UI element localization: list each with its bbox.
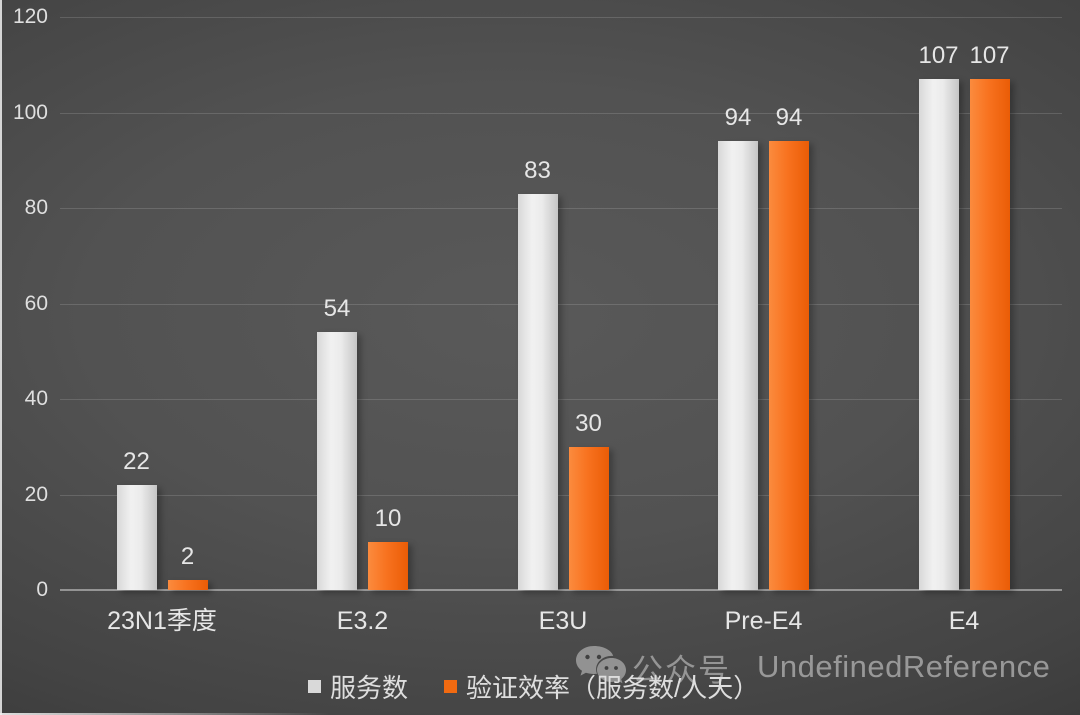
data-label-E3.2-series1: 10 <box>374 505 402 533</box>
legend-label-efficiency: 验证效率（服务数/人天） <box>466 673 760 703</box>
gridline-y-100 <box>60 112 1062 114</box>
legend-item-services: 服务数 <box>308 668 408 705</box>
gridline-y-120 <box>60 17 1062 18</box>
watermark: 公众号 UndefinedReference <box>574 644 1050 690</box>
data-label-Pre-E4-series0: 94 <box>724 104 752 132</box>
x-axis-label-23N1季度: 23N1季度 <box>107 607 217 635</box>
legend-swatch-orange <box>444 680 458 693</box>
data-label-E3U-series1: 30 <box>575 409 602 437</box>
bar-E3U-series1 <box>568 446 609 590</box>
y-axis-tick-60: 60 <box>24 291 48 315</box>
data-label-E3.2-series0: 54 <box>323 295 351 323</box>
gridline-y-40 <box>60 399 1062 400</box>
y-axis-tick-120: 120 <box>12 5 48 28</box>
legend-item-efficiency: 验证效率（服务数/人天） <box>444 668 759 705</box>
legend: 服务数 验证效率（服务数/人天） <box>308 668 759 705</box>
bar-E4-series1 <box>969 79 1010 590</box>
bar-23N1季度-series1 <box>167 580 208 590</box>
bar-Pre-E4-series0 <box>718 141 758 590</box>
gridline-y-80 <box>60 208 1062 209</box>
wechat-icon <box>576 646 626 684</box>
y-axis-tick-80: 80 <box>24 196 48 219</box>
legend-swatch-gray <box>308 680 321 693</box>
data-label-E3U-series0: 83 <box>524 156 551 184</box>
y-axis-tick-20: 20 <box>24 482 48 506</box>
y-axis-tick-0: 0 <box>36 578 48 601</box>
bar-23N1季度-series0 <box>116 484 157 590</box>
y-axis-tick-40: 40 <box>24 387 48 410</box>
bar-Pre-E4-series1 <box>769 141 809 590</box>
legend-label-services: 服务数 <box>330 673 409 703</box>
data-label-Pre-E4-series1: 94 <box>775 104 803 132</box>
x-axis-label-E4: E4 <box>948 607 980 635</box>
x-axis-label-Pre-E4: Pre-E4 <box>724 607 803 635</box>
bar-E4-series0 <box>918 79 959 590</box>
data-label-E4-series0: 107 <box>918 42 959 70</box>
bar-E3.2-series0 <box>317 332 357 590</box>
x-axis-label-E3U: E3U <box>538 607 588 635</box>
x-axis-label-E3.2: E3.2 <box>336 607 389 635</box>
y-axis-tick-100: 100 <box>12 100 48 124</box>
data-label-23N1季度-series0: 22 <box>123 447 150 475</box>
watermark-account-name: UndefinedReference <box>757 649 1051 684</box>
bar-E3U-series0 <box>517 193 558 590</box>
x-axis-line <box>60 589 1062 591</box>
gridline-y-60 <box>60 303 1062 305</box>
data-label-E4-series1: 107 <box>969 42 1010 70</box>
left-edge-highlight <box>0 0 2 715</box>
gridline-y-20 <box>60 494 1062 496</box>
watermark-account-label: 公众号 <box>632 652 731 688</box>
bar-E3.2-series1 <box>368 542 408 590</box>
bottom-edge-highlight <box>0 713 330 715</box>
data-label-23N1季度-series1: 2 <box>180 543 195 571</box>
